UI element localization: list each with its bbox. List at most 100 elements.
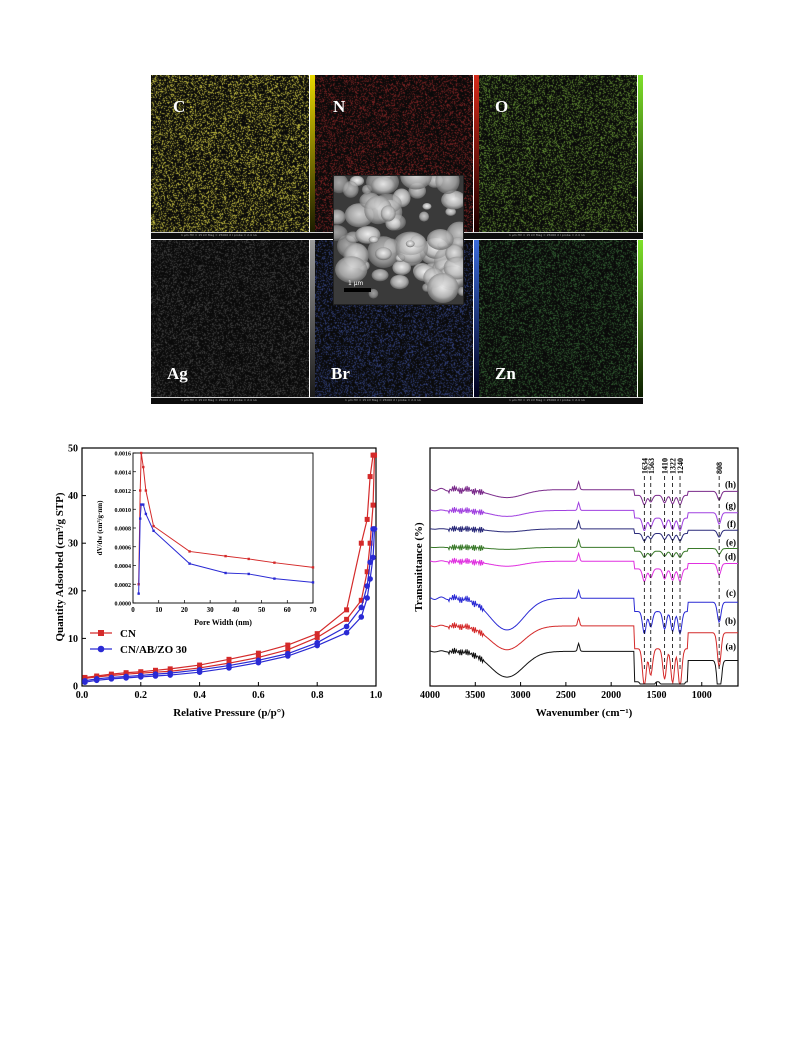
x-tick-label: 1.0	[370, 690, 383, 701]
data-point	[344, 607, 350, 613]
data-point	[108, 674, 115, 681]
sem-particle	[443, 256, 463, 280]
spectrum-line	[429, 537, 738, 559]
y-tick-label: 50	[68, 444, 78, 455]
data-point	[138, 669, 144, 675]
series-label: (f)	[727, 519, 736, 529]
legend-marker-circle	[97, 645, 105, 653]
y-tick-label: 0	[73, 682, 78, 693]
intensity-bar	[638, 240, 643, 398]
data-point	[364, 569, 370, 575]
data-point	[138, 672, 144, 679]
data-point	[285, 647, 291, 653]
peak-label: 1410	[661, 458, 670, 474]
y-axis-label: Transmittance (%)	[413, 522, 425, 612]
sem-particle	[418, 211, 430, 222]
data-point	[358, 614, 365, 620]
map-footer: 1 μm HV = 15 kV Mag = 25000 X I probe = …	[315, 397, 479, 404]
data-point	[123, 670, 129, 676]
sem-particle	[395, 232, 428, 264]
data-point	[370, 502, 376, 508]
inset-data-point	[140, 451, 143, 455]
inset-data-point	[137, 592, 140, 595]
spectrum-line	[429, 641, 738, 685]
data-point	[358, 540, 364, 546]
eds-panel-zn: Zn 1 μm HV = 15 kV Mag = 25000 X I probe…	[479, 240, 643, 404]
eds-map-image	[479, 75, 637, 233]
pore-size-inset: 0 10 20 30 40 50 60 70 0.0000 0.0002 0.0004 0.0006 0…	[96, 452, 317, 628]
inset-data-point	[142, 465, 145, 469]
inset-y-tick-label: 0.0002	[115, 583, 132, 589]
inset-data-point	[273, 577, 276, 580]
peak-label: 808	[715, 462, 724, 474]
data-point	[314, 631, 320, 637]
series-label: (h)	[725, 480, 736, 490]
map-footer: 1 μm HV = 15 kV Mag = 25000 X I probe = …	[479, 397, 643, 404]
data-point	[167, 666, 173, 672]
eds-map-image	[151, 240, 309, 398]
map-footer: 1 μm HV = 15 kV Mag = 25000 X I probe = …	[479, 232, 643, 239]
sem-particle	[400, 176, 432, 190]
data-point	[108, 671, 114, 677]
intensity-bar	[474, 240, 479, 398]
spectrum-line	[429, 551, 738, 583]
series-label: (e)	[726, 537, 736, 547]
element-label: Zn	[495, 364, 516, 383]
data-point	[123, 673, 129, 680]
data-point	[343, 629, 350, 636]
sem-particle	[380, 205, 396, 222]
x-axis-label: Wavenumber (cm⁻¹)	[536, 707, 633, 719]
inset-y-tick-label: 0.0000	[115, 602, 132, 608]
inset-x-axis-label: Pore Width (nm)	[194, 618, 252, 627]
eds-map-image	[479, 240, 637, 398]
spectrum-line	[429, 616, 738, 686]
data-point	[255, 654, 261, 660]
data-point	[94, 673, 100, 679]
data-point	[343, 623, 350, 630]
sem-particle	[334, 209, 346, 225]
data-point	[197, 662, 203, 668]
inset-y-tick-label: 0.0014	[115, 470, 132, 476]
inset-data-point	[224, 554, 227, 558]
data-point	[82, 677, 88, 684]
peak-label: 1322	[669, 458, 678, 474]
legend-marker-square	[98, 630, 104, 636]
data-point	[370, 452, 376, 458]
inset-data-point	[247, 557, 250, 561]
inset-data-point	[144, 489, 148, 492]
inset-y-tick-label: 0.0016	[115, 452, 132, 458]
x-tick-label: 3500	[465, 690, 485, 701]
sem-particle	[445, 207, 457, 216]
data-point	[255, 657, 262, 664]
data-point	[367, 576, 373, 582]
x-tick-label: 0.0	[76, 690, 89, 701]
inset-x-tick-label: 20	[181, 606, 189, 614]
y-tick-label: 10	[68, 634, 78, 645]
ftir-spectra-chart: 4000 3500 3000 2500 2000 1500 1000 (h) (g) (f) (e…	[413, 447, 739, 719]
data-point	[367, 540, 373, 546]
x-tick-label: 0.2	[135, 690, 148, 701]
inset-x-tick-label: 0	[131, 606, 135, 614]
series-label: (b)	[725, 616, 736, 626]
y-tick-label: 40	[68, 491, 78, 502]
spectrum-line	[429, 500, 738, 532]
data-point	[167, 670, 173, 676]
sem-particle	[390, 274, 409, 290]
map-footer: 1 μm HV = 15 kV Mag = 25000 X I probe = …	[151, 397, 315, 404]
sem-particle	[371, 269, 389, 282]
inset-y-tick-label: 0.0006	[115, 545, 132, 551]
inset-x-tick-label: 60	[284, 606, 292, 614]
spectrum-line	[429, 480, 738, 506]
sem-particle	[371, 176, 396, 195]
data-point	[93, 676, 100, 682]
sem-particle	[342, 181, 359, 198]
data-point	[226, 656, 232, 662]
inset-data-point	[152, 529, 155, 533]
data-point	[285, 650, 291, 657]
data-point	[364, 595, 370, 601]
data-point	[153, 667, 158, 673]
eds-map-image	[151, 75, 309, 233]
inset-x-tick-label: 40	[232, 606, 240, 614]
eds-panel-ag: Ag 1 μm HV = 15 kV Mag = 25000 X I probe…	[151, 240, 315, 404]
data-point	[196, 667, 203, 673]
